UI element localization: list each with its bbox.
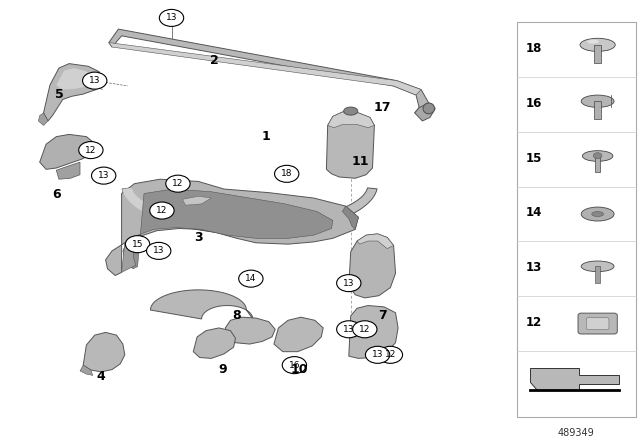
- Circle shape: [239, 270, 263, 287]
- Text: 12: 12: [526, 316, 542, 329]
- Text: 10: 10: [291, 363, 308, 376]
- Polygon shape: [328, 112, 374, 128]
- Circle shape: [282, 357, 307, 374]
- Polygon shape: [40, 134, 95, 169]
- Text: 1: 1: [261, 130, 270, 143]
- Text: 13: 13: [372, 350, 383, 359]
- Circle shape: [378, 346, 403, 363]
- Circle shape: [150, 202, 174, 219]
- Text: 489349: 489349: [558, 428, 595, 438]
- Text: 13: 13: [343, 279, 355, 288]
- Polygon shape: [109, 43, 421, 95]
- Circle shape: [337, 321, 361, 338]
- Polygon shape: [349, 234, 396, 298]
- Text: 16: 16: [526, 97, 543, 110]
- Text: 14: 14: [245, 274, 257, 283]
- Text: 18: 18: [281, 169, 292, 178]
- Ellipse shape: [344, 107, 358, 115]
- FancyBboxPatch shape: [578, 313, 617, 334]
- Circle shape: [166, 175, 190, 192]
- Polygon shape: [274, 317, 323, 352]
- Ellipse shape: [423, 103, 435, 114]
- Text: 15: 15: [132, 240, 143, 249]
- Text: 11: 11: [351, 155, 369, 168]
- Circle shape: [159, 9, 184, 26]
- Text: 5: 5: [54, 87, 63, 101]
- Text: 9: 9: [218, 363, 227, 376]
- Polygon shape: [530, 368, 619, 390]
- Polygon shape: [182, 196, 211, 205]
- Polygon shape: [326, 112, 374, 178]
- Polygon shape: [357, 234, 394, 249]
- Ellipse shape: [581, 207, 614, 221]
- Text: 12: 12: [85, 146, 97, 155]
- Circle shape: [92, 167, 116, 184]
- Text: 12: 12: [385, 350, 396, 359]
- Polygon shape: [122, 188, 377, 234]
- Polygon shape: [44, 64, 102, 121]
- Ellipse shape: [587, 39, 599, 43]
- Ellipse shape: [580, 38, 615, 52]
- Polygon shape: [109, 29, 429, 113]
- Text: 14: 14: [526, 207, 543, 220]
- Text: 13: 13: [153, 246, 164, 255]
- Ellipse shape: [592, 211, 604, 216]
- Text: 16: 16: [289, 361, 300, 370]
- Bar: [595, 266, 600, 283]
- Text: 12: 12: [172, 179, 184, 188]
- Text: 2: 2: [210, 54, 219, 67]
- Bar: [595, 156, 600, 172]
- Text: 13: 13: [166, 13, 177, 22]
- Polygon shape: [415, 103, 435, 121]
- Polygon shape: [225, 317, 275, 344]
- Ellipse shape: [582, 151, 613, 161]
- Text: 12: 12: [156, 206, 168, 215]
- Circle shape: [147, 242, 171, 259]
- Polygon shape: [56, 68, 97, 90]
- Circle shape: [83, 72, 107, 89]
- Text: 4: 4: [96, 370, 105, 383]
- Circle shape: [337, 275, 361, 292]
- Text: 13: 13: [343, 325, 355, 334]
- Text: 13: 13: [89, 76, 100, 85]
- Polygon shape: [38, 113, 48, 125]
- Polygon shape: [122, 237, 140, 272]
- Text: 12: 12: [359, 325, 371, 334]
- Polygon shape: [106, 179, 358, 276]
- Circle shape: [79, 142, 103, 159]
- Circle shape: [593, 153, 602, 159]
- Polygon shape: [56, 162, 80, 179]
- FancyBboxPatch shape: [586, 318, 609, 329]
- Polygon shape: [193, 328, 236, 358]
- Polygon shape: [80, 365, 93, 375]
- Text: 13: 13: [526, 261, 542, 274]
- Text: 7: 7: [378, 309, 387, 323]
- Polygon shape: [83, 332, 125, 372]
- Bar: [594, 101, 601, 119]
- Bar: [594, 45, 601, 63]
- Circle shape: [275, 165, 299, 182]
- Text: 6: 6: [52, 188, 61, 202]
- Text: 13: 13: [98, 171, 109, 180]
- Polygon shape: [122, 188, 166, 220]
- Ellipse shape: [581, 261, 614, 271]
- Polygon shape: [150, 290, 253, 319]
- Circle shape: [353, 321, 377, 338]
- Circle shape: [125, 236, 150, 253]
- Text: 18: 18: [526, 42, 543, 55]
- Text: 3: 3: [194, 231, 203, 244]
- Circle shape: [365, 346, 390, 363]
- Bar: [517, 22, 636, 417]
- Polygon shape: [342, 206, 358, 229]
- Text: 17: 17: [374, 101, 392, 114]
- Text: 8: 8: [232, 309, 241, 323]
- Ellipse shape: [581, 95, 614, 108]
- Polygon shape: [349, 306, 398, 358]
- Text: 15: 15: [526, 152, 543, 165]
- Polygon shape: [123, 189, 333, 269]
